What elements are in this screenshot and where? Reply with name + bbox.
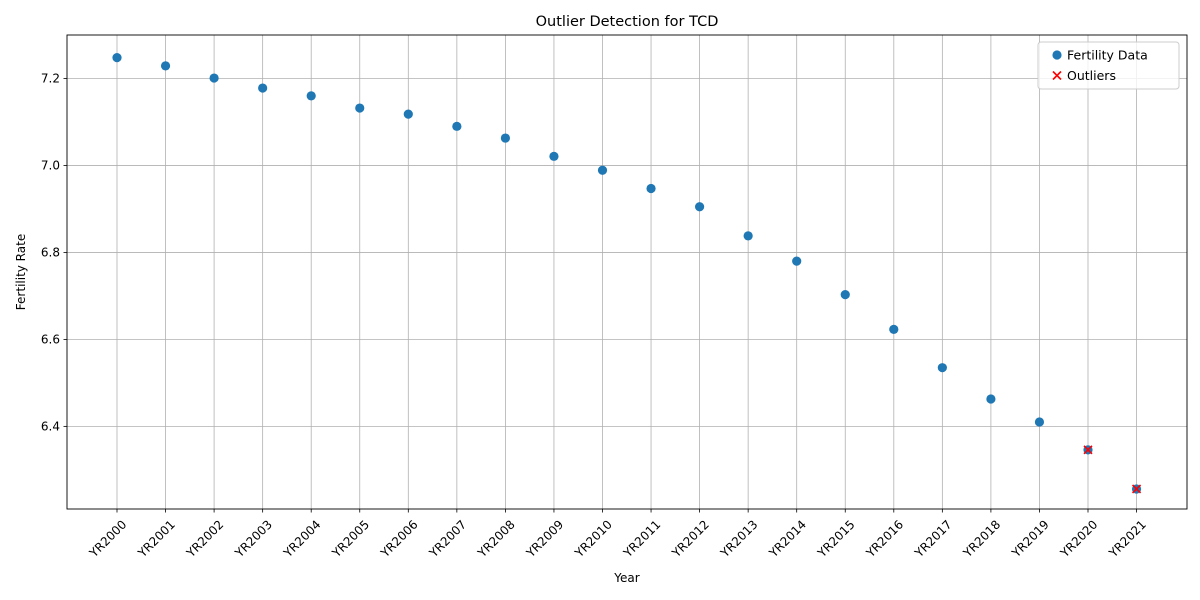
data-point-yr2013 bbox=[743, 231, 753, 241]
y-tick-label: 7.2 bbox=[41, 71, 60, 85]
plot-area-frame bbox=[66, 34, 1188, 510]
data-point-yr2011 bbox=[646, 183, 656, 194]
data-point-yr2008 bbox=[500, 133, 510, 143]
data-point-yr2006 bbox=[403, 109, 413, 119]
data-point-yr2007 bbox=[452, 121, 462, 131]
data-point-yr2019 bbox=[1034, 417, 1045, 427]
data-point-yr2004 bbox=[306, 91, 316, 101]
y-tick-label: 6.8 bbox=[41, 245, 60, 259]
chart-title: Outlier Detection for TCD bbox=[536, 14, 719, 30]
y-tick-label: 7.0 bbox=[41, 158, 60, 172]
y-tick-label: 6.4 bbox=[41, 419, 60, 433]
data-point-yr2000 bbox=[112, 53, 122, 63]
legend-marker-fertility-data bbox=[1052, 50, 1062, 60]
data-point-yr2017 bbox=[937, 363, 947, 373]
data-point-yr2005 bbox=[355, 103, 365, 113]
y-axis-ticks: 6.4 6.6 6.8 7.0 7.2 bbox=[41, 71, 67, 433]
outlier-point-yr2020 bbox=[1083, 445, 1093, 455]
data-points bbox=[112, 53, 1142, 494]
legend: Fertility Data Outliers bbox=[1037, 41, 1180, 90]
data-point-yr2003 bbox=[258, 83, 268, 93]
y-tick-label: 6.6 bbox=[41, 332, 60, 346]
data-point-yr2015 bbox=[840, 290, 850, 300]
y-axis-label: Fertility Rate bbox=[14, 234, 28, 310]
data-point-yr2014 bbox=[792, 256, 802, 266]
data-point-yr2012 bbox=[695, 202, 705, 212]
data-point-yr2002 bbox=[209, 73, 219, 83]
outlier-point-yr2021 bbox=[1131, 484, 1142, 494]
data-point-yr2016 bbox=[889, 324, 899, 335]
data-point-yr2018 bbox=[986, 394, 996, 404]
data-point-yr2001 bbox=[160, 61, 171, 71]
legend-label-fertility-data: Fertility Data bbox=[1067, 48, 1148, 63]
legend-marker-outliers bbox=[1052, 70, 1062, 81]
data-point-yr2009 bbox=[549, 151, 559, 161]
x-axis-label: Year bbox=[613, 571, 639, 585]
legend-box bbox=[1037, 41, 1180, 90]
data-point-yr2010 bbox=[597, 165, 608, 175]
legend-label-outliers: Outliers bbox=[1067, 68, 1116, 83]
grid-lines bbox=[67, 35, 1187, 509]
